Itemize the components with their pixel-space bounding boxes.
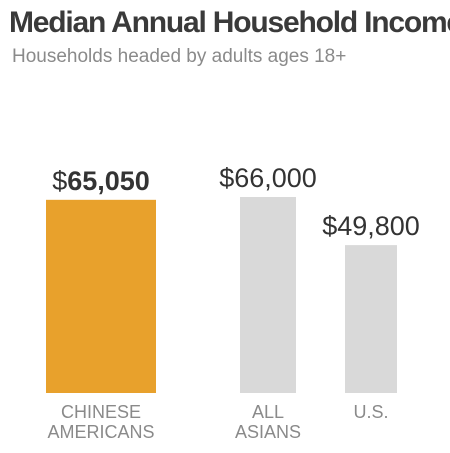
value-label-2: $49,800 [322,211,420,241]
chart-title: Median Annual Household Income [9,6,450,39]
bar-1 [240,197,296,393]
category-label-2-line-0: U.S. [353,402,388,422]
bar-2 [345,245,397,393]
chart-subtitle: Households headed by adults ages 18+ [12,46,347,67]
value-label-1: $66,000 [219,163,317,193]
category-label-1-line-0: ALL [252,402,284,422]
bar-0 [46,199,156,393]
category-label-1-line-1: ASIANS [235,422,301,442]
value-label-0: $65,050 [52,166,150,196]
category-label-0-line-0: CHINESE [61,402,141,422]
category-label-0-line-1: AMERICANS [47,422,154,442]
